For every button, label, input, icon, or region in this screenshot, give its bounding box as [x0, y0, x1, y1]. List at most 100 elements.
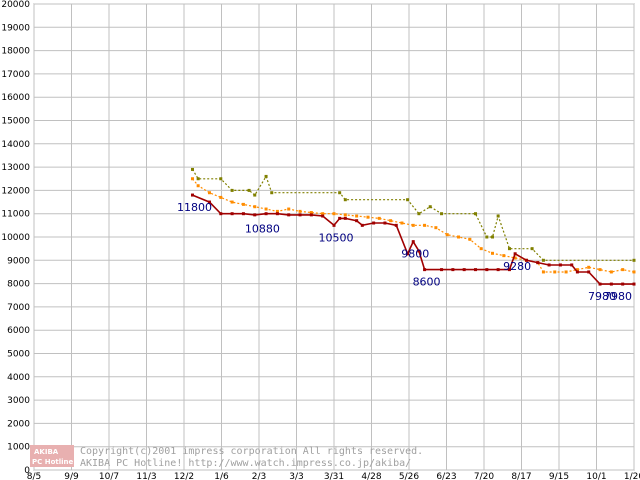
series-point-1: [440, 212, 444, 216]
series-point-3: [275, 212, 279, 216]
y-tick-label: 0: [24, 466, 30, 476]
series-point-1: [264, 174, 268, 178]
x-tick-label: 2/3: [252, 472, 266, 480]
series-point-2: [541, 270, 545, 274]
y-axis-ticks: 0 1000 2000 3000 4000 5000 6000 7000 8000 9000 100…: [1, 0, 30, 476]
series-point-1: [219, 177, 223, 181]
y-tick-label: 13000: [1, 163, 30, 173]
series-point-1: [428, 205, 432, 209]
series-point-3: [474, 268, 478, 272]
series-point-2: [389, 219, 393, 223]
series-point-3: [230, 212, 234, 216]
series-point-1: [530, 247, 534, 251]
y-tick-label: 4000: [7, 373, 30, 383]
series-point-3: [355, 219, 359, 223]
series-point-1: [230, 188, 234, 192]
grid: [33, 3, 635, 471]
series-point-3: [524, 258, 528, 262]
y-tick-label: 18000: [1, 47, 30, 57]
series-point-2: [423, 223, 427, 227]
series-point-3: [598, 282, 602, 286]
series-point-3: [338, 216, 342, 220]
data-label: 7980: [588, 290, 616, 303]
y-tick-label: 12000: [1, 186, 30, 196]
series-point-3: [241, 212, 245, 216]
series-point-1: [343, 198, 347, 202]
series-point-2: [564, 270, 568, 274]
series-point-3: [321, 214, 325, 218]
series-point-3: [411, 240, 415, 244]
data-label: 9800: [401, 248, 429, 261]
series-point-2: [513, 256, 517, 260]
x-tick-label: 5/26: [399, 472, 419, 480]
x-tick-label: 6/23: [436, 472, 456, 480]
y-tick-label: 17000: [1, 70, 30, 80]
series-point-2: [411, 223, 415, 227]
series-point-3: [298, 213, 302, 217]
series-point-1: [632, 258, 636, 262]
x-tick-label: 8/5: [27, 472, 41, 480]
series-point-3: [343, 216, 347, 220]
series-point-2: [377, 216, 381, 220]
series-point-2: [479, 247, 483, 251]
series-point-3: [309, 213, 313, 217]
series-point-3: [507, 268, 511, 272]
series-point-3: [575, 270, 579, 274]
series-point-2: [609, 270, 613, 274]
logo-badge-top: AKIBA: [34, 448, 59, 456]
series-point-2: [445, 233, 449, 237]
series-point-3: [360, 223, 364, 227]
series-point-1: [253, 193, 257, 197]
series-point-2: [587, 265, 591, 269]
series-point-2: [468, 237, 472, 241]
x-tick-label: 1/6: [214, 472, 229, 480]
x-tick-label: 4/28: [361, 472, 381, 480]
series-point-3: [332, 223, 336, 227]
series-point-2: [321, 212, 325, 216]
x-tick-label: 12/2: [174, 472, 194, 480]
series-point-3: [423, 268, 427, 272]
series-point-3: [558, 263, 562, 267]
series-point-2: [355, 214, 359, 218]
y-tick-label: 14000: [1, 140, 30, 150]
series-point-3: [372, 221, 376, 225]
series-point-2: [575, 268, 579, 272]
series-point-3: [440, 268, 444, 272]
y-tick-label: 6000: [7, 326, 30, 336]
series-point-2: [275, 209, 279, 213]
series-point-1: [490, 235, 494, 239]
x-tick-label: 10/1: [586, 472, 606, 480]
y-tick-label: 3000: [7, 396, 30, 406]
series-point-2: [343, 213, 347, 217]
series-point-3: [536, 261, 540, 265]
y-tick-label: 1000: [7, 443, 30, 453]
series-point-2: [298, 209, 302, 213]
x-tick-label: 10/7: [99, 472, 119, 480]
logo-badge-bottom: PC Hotline: [32, 458, 74, 466]
series-point-2: [207, 191, 211, 195]
series-point-3: [207, 200, 211, 204]
y-tick-label: 8000: [7, 280, 30, 290]
series-point-1: [406, 198, 410, 202]
series-point-2: [621, 268, 625, 272]
series-point-1: [196, 177, 200, 181]
series-point-3: [462, 268, 466, 272]
y-tick-label: 20000: [1, 0, 30, 10]
series-point-2: [253, 205, 257, 209]
series-point-2: [457, 235, 461, 239]
series-point-1: [270, 191, 274, 195]
series-point-3: [609, 282, 613, 286]
x-axis-ticks: 8/5 9/9 10/7 11/3 12/2 1/6 2/3 3/3 3/31 4/28 5/26 6…: [27, 472, 640, 480]
series-point-3: [513, 252, 517, 256]
data-label: 11800: [177, 201, 212, 214]
x-tick-label: 1/20: [624, 472, 640, 480]
y-tick-label: 10000: [1, 233, 30, 243]
series-point-3: [632, 282, 636, 286]
data-label: 7980: [604, 290, 632, 303]
y-tick-label: 11000: [1, 210, 30, 220]
series-point-1: [496, 214, 500, 218]
series-point-2: [598, 268, 602, 272]
x-tick-label: 3/3: [289, 472, 303, 480]
series-point-3: [587, 270, 591, 274]
